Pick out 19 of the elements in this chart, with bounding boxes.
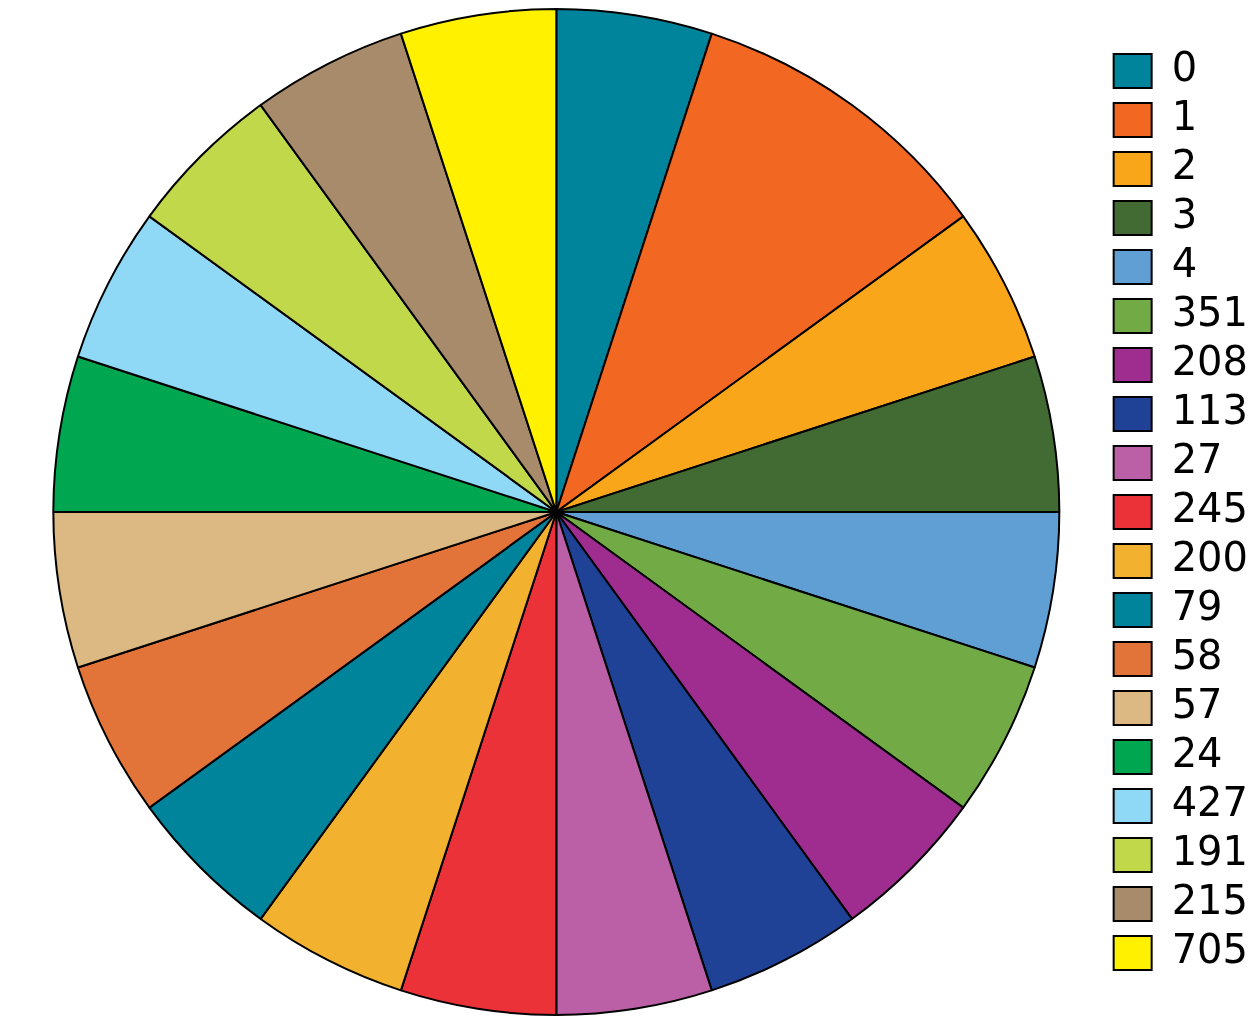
legend-label: 113: [1171, 387, 1249, 434]
legend-label: 427: [1171, 779, 1249, 826]
legend-label: 2: [1171, 142, 1198, 189]
legend-label: 1: [1171, 93, 1198, 140]
legend-label: 705: [1171, 926, 1249, 973]
legend-label: 245: [1171, 485, 1249, 532]
legend-label: 58: [1171, 632, 1223, 679]
legend-label: 208: [1171, 338, 1249, 385]
legend-label: 200: [1171, 534, 1249, 581]
legend-label: 351: [1171, 289, 1249, 336]
legend-label: 191: [1171, 828, 1249, 875]
legend-label: 3: [1171, 191, 1198, 238]
legend-label: 27: [1171, 436, 1223, 483]
legend-label: 57: [1171, 681, 1223, 728]
legend-label: 24: [1171, 730, 1223, 777]
legend-label: 0: [1171, 44, 1198, 91]
legend-label: 4: [1171, 240, 1198, 287]
legend-label: 215: [1171, 877, 1249, 924]
legend-label: 79: [1171, 583, 1223, 630]
